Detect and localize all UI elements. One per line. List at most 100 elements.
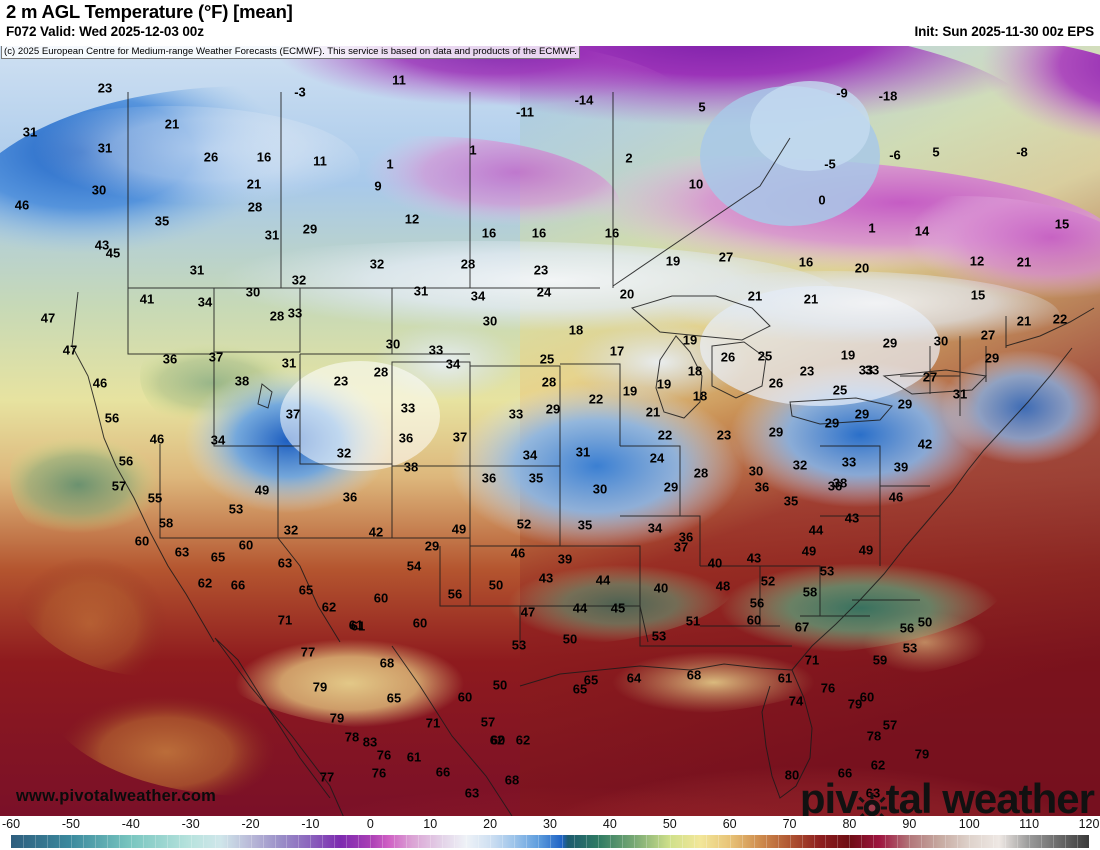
colorbar-separator	[538, 835, 540, 848]
colorbar-separator	[873, 835, 875, 848]
colorbar-separator	[765, 835, 767, 848]
colorbar-separator	[1077, 835, 1079, 848]
colorbar-tick-label: 70	[782, 817, 797, 831]
colorbar-tick-label: 0	[366, 817, 374, 831]
colorbar-separator	[394, 835, 396, 848]
watermark-text-before: piv	[799, 775, 859, 817]
colorbar-separator	[573, 835, 575, 848]
map-borders	[71, 92, 1095, 816]
colorbar-separator	[1041, 835, 1043, 848]
colorbar-separator	[789, 835, 791, 848]
colorbar-separator	[286, 835, 288, 848]
colorbar-separator	[729, 835, 731, 848]
colorbar-separator	[514, 835, 516, 848]
valid-time-label: F072 Valid: Wed 2025-12-03 00z	[6, 24, 204, 39]
colorbar-tick-label: 120	[1078, 817, 1100, 831]
colorbar-separator	[190, 835, 192, 848]
colorbar-separator	[585, 835, 587, 848]
colorbar-tick-label: -40	[121, 817, 140, 831]
colorbar-separator	[130, 835, 132, 848]
colorbar-separator	[897, 835, 899, 848]
colorbar-separator	[1005, 835, 1007, 848]
colorbar-tick-label: 20	[483, 817, 498, 831]
colorbar-separator	[502, 835, 504, 848]
colorbar-separator	[550, 835, 551, 848]
colorbar-separator	[442, 835, 444, 848]
colorbar[interactable]: -60 -50 -40 -30 -20 -10 0 10 20 30 40 50 60 70 80 90 100…	[0, 816, 1100, 850]
colorbar-separator	[418, 835, 420, 848]
colorbar-separator	[274, 835, 276, 848]
colorbar-separator	[58, 835, 60, 848]
colorbar-separator	[106, 835, 108, 848]
colorbar-separator	[430, 835, 432, 848]
colorbar-separator	[801, 835, 803, 848]
colorbar-separator	[118, 835, 120, 848]
colorbar-tick-label: -20	[241, 817, 260, 831]
colorbar-separator	[262, 835, 264, 848]
colorbar-separator	[633, 835, 635, 848]
colorbar-tick-label: -50	[61, 817, 80, 831]
colorbar-separator	[322, 835, 324, 848]
colorbar-separator	[681, 835, 683, 848]
colorbar-strip[interactable]	[11, 835, 1089, 848]
colorbar-separator	[1017, 835, 1019, 848]
map-header: 2 m AGL Temperature (°F) [mean] F072 Val…	[0, 0, 1100, 46]
ecmwf-copyright: (c) 2025 European Centre for Medium-rang…	[1, 46, 580, 59]
colorbar-separator	[466, 835, 468, 848]
colorbar-separator	[561, 835, 563, 848]
colorbar-tick-label: -10	[301, 817, 320, 831]
colorbar-separator	[693, 835, 695, 848]
colorbar-separator	[717, 835, 719, 848]
watermark-text-after: tal weather	[885, 775, 1095, 817]
colorbar-separator	[298, 835, 300, 848]
colorbar-ticks: -60 -50 -40 -30 -20 -10 0 10 20 30 40 50 60 70 80 90 100…	[0, 816, 1100, 833]
colorbar-separator	[753, 835, 755, 848]
colorbar-separator	[741, 835, 743, 848]
colorbar-separator	[657, 835, 659, 848]
colorbar-separator	[454, 835, 456, 848]
colorbar-separator	[861, 835, 863, 848]
colorbar-separator	[478, 835, 480, 848]
colorbar-separator	[250, 835, 252, 848]
colorbar-separator	[526, 835, 528, 848]
map-canvas[interactable]: 23 11 -3 -11 -14 5 -9 -18 31 21 1 2 -5 -6 5 -8 31 26 16 11 1…	[0, 46, 1100, 817]
colorbar-separator	[202, 835, 204, 848]
colorbar-separator	[645, 835, 647, 848]
colorbar-separator	[22, 835, 24, 848]
colorbar-separator	[238, 835, 240, 848]
colorbar-separator	[849, 835, 851, 848]
colorbar-separator	[597, 835, 599, 848]
colorbar-tick-label: 110	[1019, 817, 1040, 831]
colorbar-separator	[346, 835, 348, 848]
colorbar-separator	[1065, 835, 1067, 848]
colorbar-separator	[933, 835, 935, 848]
colorbar-tick-label: 80	[842, 817, 857, 831]
colorbar-separator	[945, 835, 947, 848]
colorbar-separator	[825, 835, 827, 848]
colorbar-separator	[669, 835, 671, 848]
colorbar-separator	[46, 835, 48, 848]
colorbar-separator	[226, 835, 228, 848]
colorbar-tick-label: -30	[181, 817, 200, 831]
colorbar-separator	[885, 835, 887, 848]
init-time-label: Init: Sun 2025-11-30 00z EPS	[914, 24, 1094, 39]
colorbar-separator	[609, 835, 611, 848]
colorbar-gradient	[11, 835, 1089, 848]
colorbar-separator	[94, 835, 96, 848]
colorbar-separator	[957, 835, 959, 848]
pivotal-weather-watermark: piv	[799, 775, 1095, 817]
colorbar-separator	[370, 835, 372, 848]
colorbar-separator	[34, 835, 36, 848]
colorbar-separator	[142, 835, 144, 848]
temperature-field	[0, 46, 1100, 816]
colorbar-separator	[909, 835, 911, 848]
page-title: 2 m AGL Temperature (°F) [mean]	[6, 1, 293, 22]
colorbar-separator	[981, 835, 983, 848]
colorbar-separator	[1053, 835, 1055, 848]
colorbar-separator	[382, 835, 384, 848]
colorbar-separator	[310, 835, 312, 848]
colorbar-separator	[82, 835, 84, 848]
colorbar-separator	[334, 835, 336, 848]
site-url[interactable]: www.pivotalweather.com	[16, 787, 217, 805]
